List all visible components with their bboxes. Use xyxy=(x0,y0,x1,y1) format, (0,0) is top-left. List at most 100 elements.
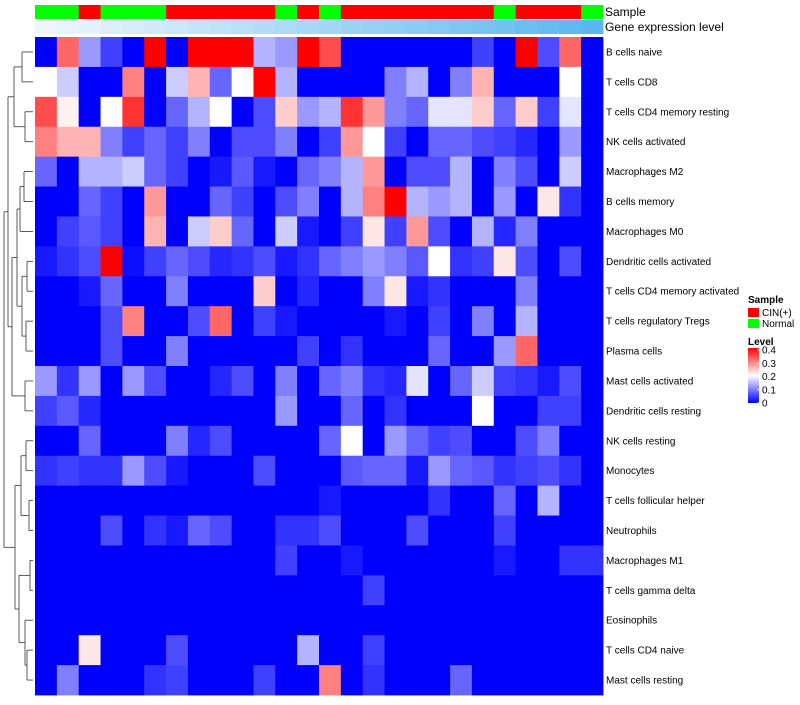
heatmap-cell xyxy=(78,37,101,68)
sample-annotation-cell xyxy=(35,5,58,19)
heatmap-cell xyxy=(144,306,167,337)
heatmap-cell xyxy=(406,66,429,98)
heatmap-cell xyxy=(362,336,385,367)
heatmap-cell xyxy=(319,186,342,217)
heatmap-cell xyxy=(78,545,101,576)
heatmap-cell xyxy=(56,276,80,307)
heatmap-cell xyxy=(406,186,429,217)
heatmap-cell xyxy=(450,156,473,187)
heatmap-cell xyxy=(340,545,364,576)
heatmap-cell xyxy=(187,96,211,128)
heatmap-cell xyxy=(297,186,320,217)
legend-label-cin: CIN(+) xyxy=(762,308,792,319)
sample-annotation-cell xyxy=(537,5,560,19)
heatmap-cell xyxy=(100,425,123,457)
heatmap-cell xyxy=(253,66,276,98)
heatmap-cell xyxy=(100,37,123,68)
heatmap-cell xyxy=(471,575,495,606)
row-label: Monocytes xyxy=(606,466,654,477)
expression-annotation-cell xyxy=(253,20,276,34)
heatmap-cell xyxy=(144,665,167,696)
heatmap-cell xyxy=(209,635,233,666)
row-label: T cells follicular helper xyxy=(606,496,705,507)
heatmap-cell xyxy=(581,96,604,128)
heatmap-cell xyxy=(275,605,298,636)
heatmap-cell xyxy=(275,425,298,457)
heatmap-cell xyxy=(275,37,298,68)
heatmap-cell xyxy=(559,455,582,487)
heatmap-cell xyxy=(122,485,145,516)
legend-swatch-normal xyxy=(748,319,759,328)
heatmap-cell xyxy=(253,126,276,158)
heatmap-cell xyxy=(450,126,473,158)
heatmap-cell xyxy=(471,126,495,158)
heatmap-cell xyxy=(297,485,320,516)
heatmap-cell xyxy=(297,216,320,247)
heatmap-cell xyxy=(537,425,560,457)
heatmap-cell xyxy=(450,186,473,217)
heatmap-cell xyxy=(581,665,604,696)
heatmap-cell xyxy=(231,156,254,187)
heatmap-cell xyxy=(340,635,364,666)
heatmap-cell xyxy=(122,156,145,187)
heatmap-cell xyxy=(166,66,189,98)
heatmap-cell xyxy=(122,366,145,397)
heatmap-cell xyxy=(35,425,58,457)
row-label: T cells CD4 memory activated xyxy=(606,287,739,298)
heatmap-cell xyxy=(450,366,473,397)
heatmap-cell xyxy=(515,246,538,277)
heatmap-cell xyxy=(581,605,604,636)
heatmap-cell xyxy=(384,276,407,307)
sample-annotation-label: Sample xyxy=(605,5,646,19)
heatmap-cell xyxy=(144,395,167,427)
heatmap-cell xyxy=(537,306,560,337)
heatmap-cell xyxy=(209,246,233,277)
sample-annotation-cell xyxy=(275,5,298,19)
heatmap-cell xyxy=(319,216,342,247)
heatmap-cell xyxy=(384,455,407,487)
expression-annotation-cell xyxy=(384,20,407,34)
heatmap-cell xyxy=(56,575,80,606)
heatmap-cell xyxy=(559,395,582,427)
heatmap-cell xyxy=(340,665,364,696)
heatmap-cell xyxy=(319,306,342,337)
heatmap-cell xyxy=(56,246,80,277)
heatmap-cell xyxy=(581,635,604,666)
heatmap-cell xyxy=(340,336,364,367)
heatmap-cell xyxy=(319,366,342,397)
heatmap-cell xyxy=(253,186,276,217)
heatmap-cell xyxy=(231,605,254,636)
heatmap-cell xyxy=(78,96,101,128)
heatmap-cell xyxy=(56,216,80,247)
heatmap-cell xyxy=(471,665,495,696)
heatmap-cell xyxy=(340,455,364,487)
heatmap-cell xyxy=(362,395,385,427)
heatmap-cell xyxy=(187,605,211,636)
heatmap-cell xyxy=(78,455,101,487)
heatmap-cell xyxy=(187,126,211,158)
heatmap-cell xyxy=(122,455,145,487)
sample-annotation-cell xyxy=(493,5,517,19)
heatmap-cell xyxy=(493,575,517,606)
heatmap-cell xyxy=(187,366,211,397)
heatmap-cell xyxy=(384,96,407,128)
sample-annotation-cell xyxy=(362,5,385,19)
sample-annotation-cell xyxy=(166,5,189,19)
heatmap-cell xyxy=(187,37,211,68)
heatmap-cell xyxy=(209,575,233,606)
expression-annotation-bar xyxy=(35,20,604,34)
heatmap-cell xyxy=(537,276,560,307)
heatmap-cell xyxy=(559,276,582,307)
heatmap-cell xyxy=(209,455,233,487)
heatmap-cell xyxy=(559,366,582,397)
heatmap-cell xyxy=(428,635,451,666)
heatmap-cell xyxy=(428,186,451,217)
heatmap-cell xyxy=(559,246,582,277)
heatmap-cell xyxy=(428,246,451,277)
heatmap-cell xyxy=(166,96,189,128)
heatmap-cell xyxy=(187,186,211,217)
heatmap-cell xyxy=(384,216,407,247)
heatmap-cell xyxy=(428,126,451,158)
heatmap-cell xyxy=(35,455,58,487)
heatmap-cell xyxy=(297,665,320,696)
